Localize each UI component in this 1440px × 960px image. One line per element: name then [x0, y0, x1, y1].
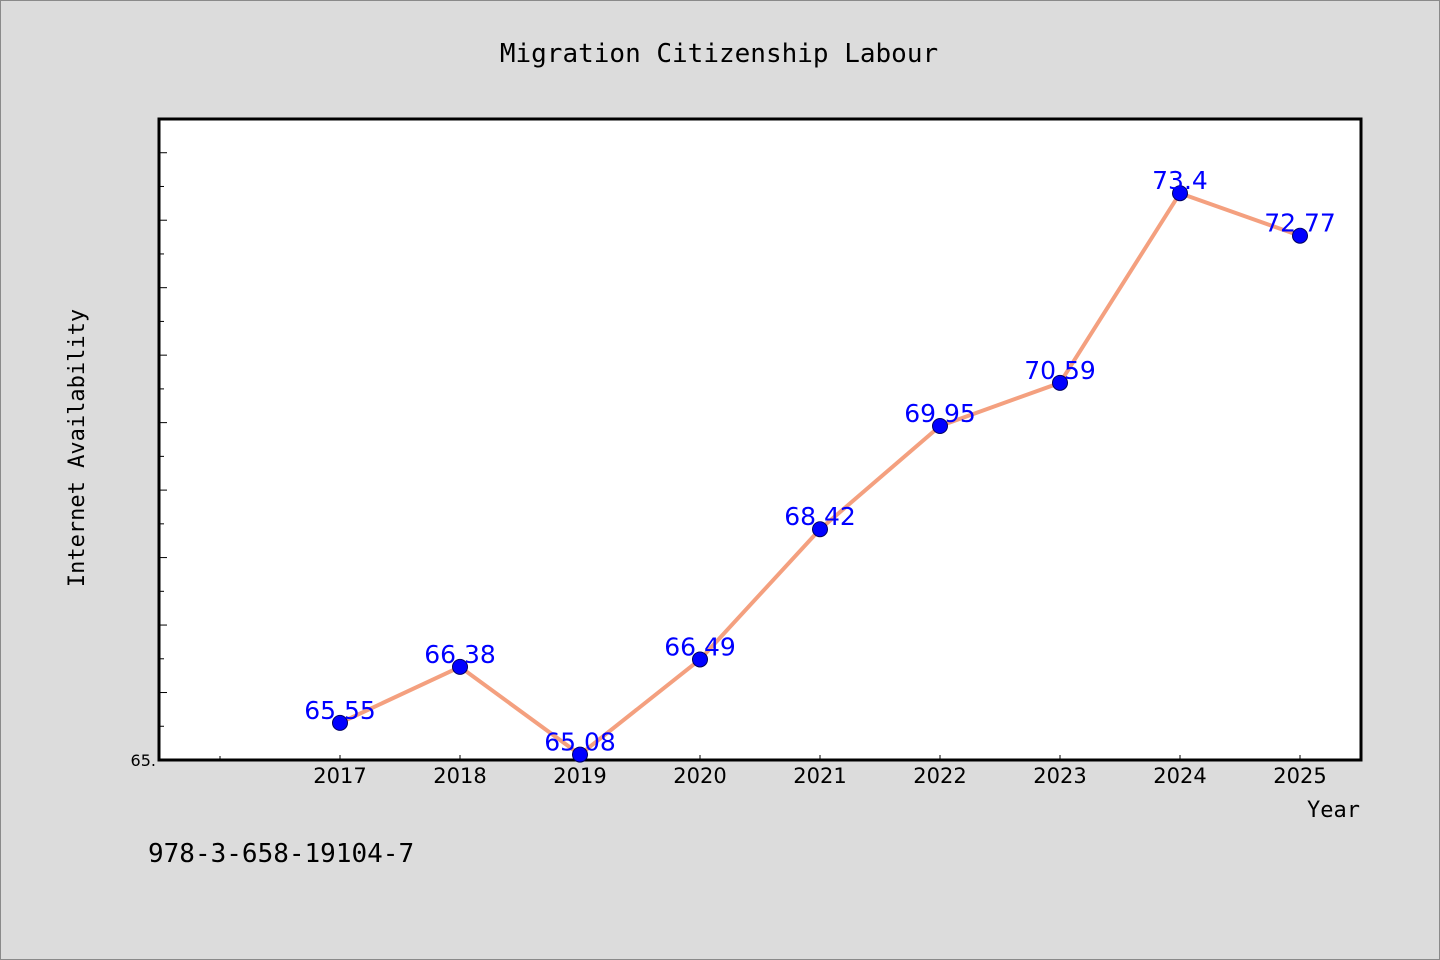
x-axis-tick-labels: 2017 2018 2019 2020 2021 2022 2023 2024 2025 [313, 764, 1326, 788]
data-point [332, 714, 348, 731]
x-tick-label: 2023 [1033, 764, 1086, 788]
data-label: 68.42 [784, 502, 856, 531]
y-axis-label: Internet Availability [65, 309, 90, 587]
data-label: 70.59 [1024, 356, 1096, 385]
data-point [932, 418, 948, 435]
y-axis-ticks [159, 118, 167, 761]
x-axis-label: Year [1307, 798, 1360, 823]
y-tick-label: 65. [131, 751, 156, 770]
data-point [452, 658, 468, 675]
data-label: 66.49 [664, 632, 736, 661]
x-tick-label: 2020 [673, 764, 726, 788]
y-axis-tick-labels: 65. [131, 751, 156, 770]
x-tick-label: 2017 [313, 764, 366, 788]
chart-title: Migration Citizenship Labour [500, 39, 938, 69]
data-point [1172, 185, 1188, 202]
plot-area [157, 117, 1363, 762]
data-label: 72.77 [1264, 209, 1336, 238]
data-label: 73.4 [1152, 166, 1208, 195]
data-label: 69.95 [904, 399, 976, 428]
data-point [812, 521, 828, 538]
x-tick-label: 2018 [433, 764, 486, 788]
x-tick-label: 2025 [1273, 764, 1326, 788]
data-point [572, 746, 588, 763]
x-tick-label: 2021 [793, 764, 846, 788]
x-tick-label: 2024 [1153, 764, 1206, 788]
data-label: 65.08 [544, 728, 616, 757]
data-label: 65.55 [304, 696, 376, 725]
data-label: 66.38 [424, 640, 496, 669]
x-tick-label: 2022 [913, 764, 966, 788]
data-point [692, 651, 708, 668]
data-point [1052, 374, 1068, 391]
data-point [1292, 227, 1308, 244]
data-markers [332, 185, 1308, 763]
data-labels: 65.55 66.38 65.08 66.49 68.42 69.95 70.59 73.4 7… [304, 166, 1336, 756]
isbn-text: 978-3-658-19104-7 [148, 839, 414, 869]
x-tick-label: 2019 [553, 764, 606, 788]
